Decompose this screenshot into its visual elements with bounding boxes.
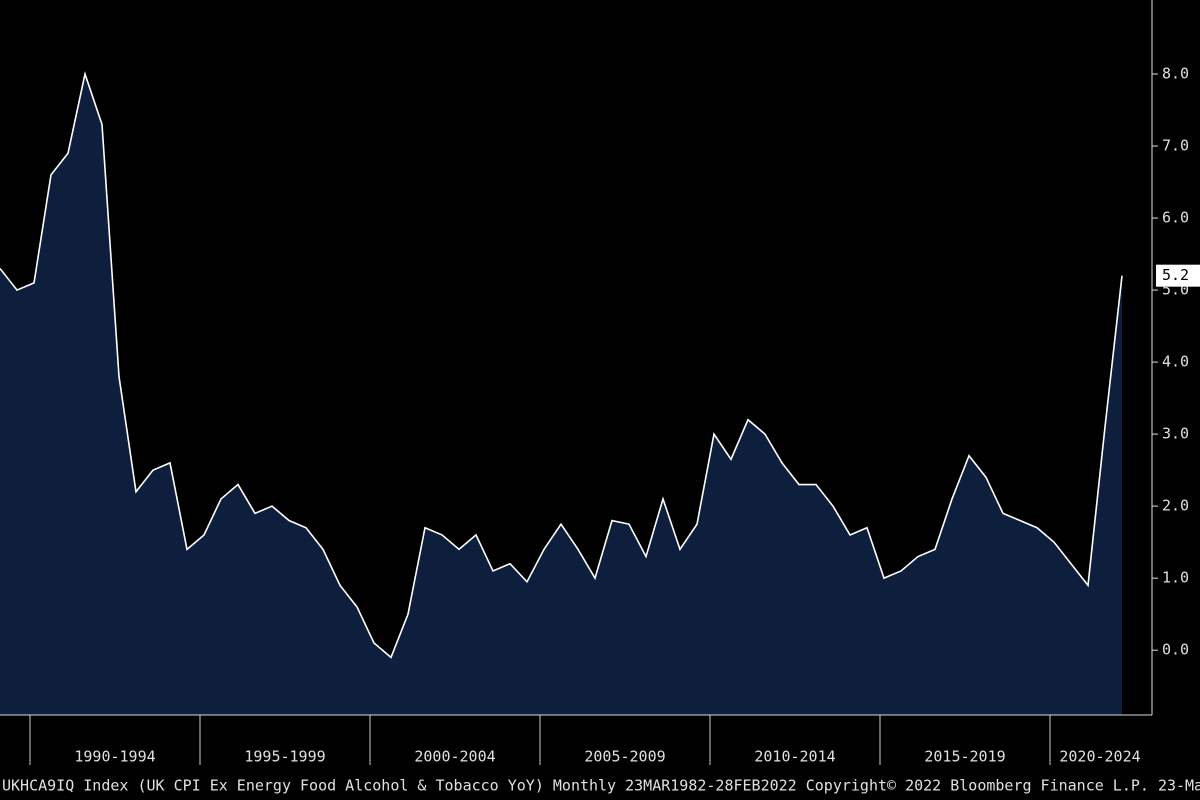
x-tick-label: 1990-1994 <box>74 748 155 766</box>
y-tick-label: 0.0 <box>1162 641 1189 659</box>
area-fill <box>0 74 1122 715</box>
y-tick-label: 1.0 <box>1162 569 1189 587</box>
x-tick-label: 1995-1999 <box>244 748 325 766</box>
y-tick-label: 7.0 <box>1162 137 1189 155</box>
area-line <box>0 71 1123 659</box>
x-tick-label: 2015-2019 <box>924 748 1005 766</box>
x-tick-label: 2010-2014 <box>754 748 835 766</box>
y-tick-label: 6.0 <box>1162 209 1189 227</box>
footer: UKHCA9IQ Index (UK CPI Ex Energy Food Al… <box>2 777 1200 795</box>
y-tick-label: 3.0 <box>1162 425 1189 443</box>
x-tick-label: 2000-2004 <box>414 748 495 766</box>
x-tick-label: 2020-2024 <box>1059 748 1140 766</box>
last-value-box <box>1156 264 1200 287</box>
last-value-label: 5.2 <box>1162 266 1189 284</box>
y-tick-label: 4.0 <box>1162 353 1189 371</box>
x-tick-label: 2005-2009 <box>584 748 665 766</box>
y-tick-label: 8.0 <box>1162 65 1189 83</box>
y-tick-label: 2.0 <box>1162 497 1189 515</box>
